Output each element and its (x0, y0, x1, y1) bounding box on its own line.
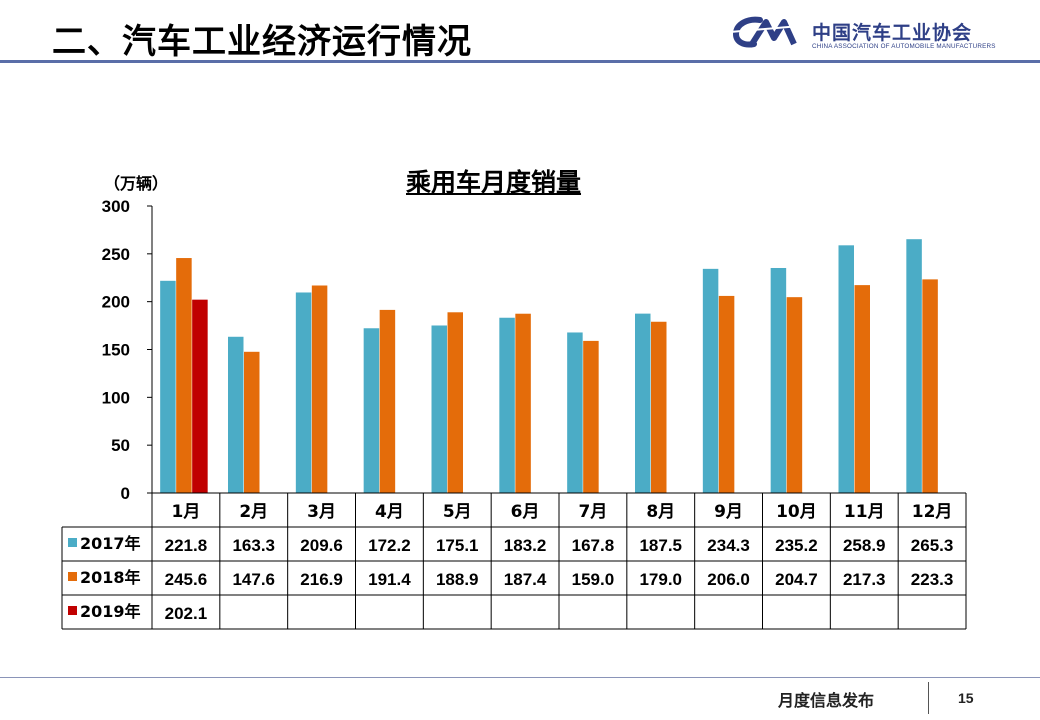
bar-2017年-8月 (635, 313, 651, 493)
legend-swatch-2018年 (68, 572, 77, 581)
y-tick-label: 150 (102, 341, 130, 360)
y-tick-label: 300 (102, 197, 130, 216)
bar-2018年-6月 (515, 313, 531, 493)
bar-2018年-8月 (651, 321, 667, 493)
bar-2018年-5月 (447, 312, 463, 493)
category-label: 7月 (578, 502, 607, 522)
legend-swatch-2017年 (68, 538, 77, 547)
chart-title: 乘用车月度销量 (406, 168, 582, 197)
bar-2017年-3月 (295, 292, 312, 493)
category-label: 10月 (776, 502, 817, 522)
legend-label-2018年: 2018年 (80, 568, 141, 587)
category-label: 9月 (714, 502, 743, 522)
data-label: 245.6 (165, 570, 208, 589)
bar-2018年-10月 (786, 297, 803, 493)
data-label: 179.0 (639, 570, 682, 589)
page-title: 二、汽车工业经济运行情况 (52, 22, 472, 62)
category-label: 5月 (443, 502, 472, 522)
data-label: 147.6 (232, 570, 275, 589)
category-label: 4月 (375, 502, 404, 522)
bar-2017年-4月 (363, 328, 380, 493)
legend-label-2019年: 2019年 (80, 602, 141, 621)
bar-2017年-6月 (499, 317, 515, 493)
data-label: 172.2 (368, 536, 411, 555)
data-label: 234.3 (707, 536, 750, 555)
bar-2017年-11月 (838, 245, 854, 493)
data-label: 187.4 (504, 570, 547, 589)
data-label: 216.9 (300, 570, 343, 589)
data-label: 221.8 (165, 536, 208, 555)
y-tick-label: 100 (102, 388, 130, 407)
bar-2017年-1月 (160, 280, 176, 493)
data-label: 258.9 (843, 536, 886, 555)
data-label: 217.3 (843, 570, 886, 589)
bar-2018年-9月 (718, 295, 735, 493)
bar-2018年-1月 (176, 258, 192, 493)
data-label: 187.5 (639, 536, 682, 555)
category-label: 11月 (844, 502, 885, 522)
data-label: 209.6 (300, 536, 343, 555)
y-tick-label: 200 (102, 293, 130, 312)
bar-2018年-7月 (583, 340, 599, 493)
category-label: 12月 (912, 502, 953, 522)
data-label: 202.1 (165, 604, 208, 623)
category-label: 1月 (171, 502, 200, 522)
data-label: 265.3 (911, 536, 954, 555)
legend-label-2017年: 2017年 (80, 534, 141, 553)
category-label: 3月 (307, 502, 336, 522)
logo-english-name: CHINA ASSOCIATION OF AUTOMOBILE MANUFACT… (812, 43, 996, 50)
data-label: 175.1 (436, 536, 479, 555)
data-label: 163.3 (232, 536, 275, 555)
y-tick-label: 250 (102, 245, 130, 264)
data-label: 204.7 (775, 570, 818, 589)
bar-2018年-11月 (854, 285, 870, 493)
bar-2018年-4月 (379, 309, 396, 493)
data-label: 188.9 (436, 570, 479, 589)
bar-2017年-7月 (567, 332, 583, 493)
bar-2018年-2月 (244, 351, 260, 493)
bar-2017年-10月 (770, 267, 787, 493)
bar-2019年-1月 (192, 299, 208, 493)
y-axis-unit: （万辆） (104, 174, 169, 193)
bar-2018年-3月 (311, 285, 328, 493)
bar-2017年-2月 (228, 336, 244, 493)
data-label: 183.2 (504, 536, 547, 555)
y-tick-label: 50 (111, 436, 130, 455)
logo-chinese-name: 中国汽车工业协会 (812, 22, 973, 44)
footer-divider (0, 677, 1040, 678)
category-label: 6月 (511, 502, 540, 522)
category-label: 8月 (646, 502, 675, 522)
header-divider (0, 60, 1040, 63)
data-label: 223.3 (911, 570, 954, 589)
y-tick-label: 0 (121, 484, 130, 503)
page-number: 15 (958, 690, 974, 706)
data-label: 235.2 (775, 536, 818, 555)
data-label: 159.0 (572, 570, 615, 589)
category-label: 2月 (239, 502, 268, 522)
data-label: 206.0 (707, 570, 750, 589)
bar-2017年-5月 (431, 325, 447, 493)
legend-swatch-2019年 (68, 606, 77, 615)
bar-2017年-9月 (702, 268, 719, 493)
caam-logo: 中国汽车工业协会 CHINA ASSOCIATION OF AUTOMOBILE… (730, 14, 1020, 56)
bar-2017年-12月 (906, 239, 922, 493)
data-label: 167.8 (572, 536, 615, 555)
caam-logo-icon (730, 16, 801, 48)
footer-label: 月度信息发布 (778, 691, 875, 710)
footer-separator (928, 682, 929, 714)
data-label: 191.4 (368, 570, 411, 589)
bar-2018年-12月 (922, 279, 938, 493)
